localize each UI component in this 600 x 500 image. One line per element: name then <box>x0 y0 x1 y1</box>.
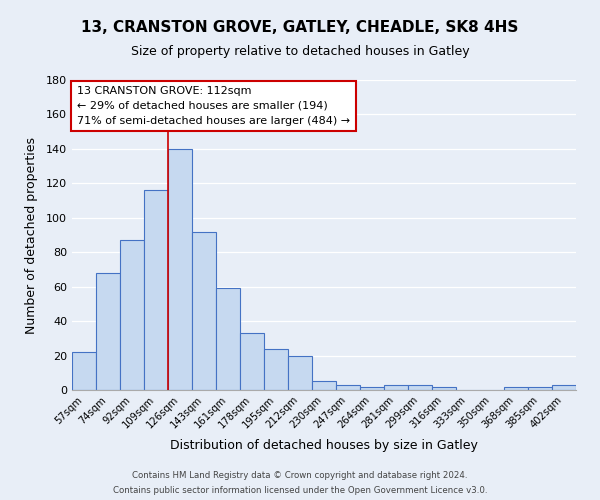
Bar <box>360 386 384 390</box>
Bar <box>216 288 240 390</box>
Bar <box>288 356 312 390</box>
Text: 13, CRANSTON GROVE, GATLEY, CHEADLE, SK8 4HS: 13, CRANSTON GROVE, GATLEY, CHEADLE, SK8… <box>82 20 518 35</box>
Bar <box>192 232 216 390</box>
Bar <box>384 385 408 390</box>
Bar <box>552 385 576 390</box>
Bar <box>312 382 336 390</box>
Bar <box>408 385 432 390</box>
Text: 13 CRANSTON GROVE: 112sqm
← 29% of detached houses are smaller (194)
71% of semi: 13 CRANSTON GROVE: 112sqm ← 29% of detac… <box>77 86 350 126</box>
Bar <box>528 386 552 390</box>
Bar <box>504 386 528 390</box>
Bar <box>432 386 456 390</box>
Y-axis label: Number of detached properties: Number of detached properties <box>25 136 38 334</box>
Text: Contains HM Land Registry data © Crown copyright and database right 2024.: Contains HM Land Registry data © Crown c… <box>132 471 468 480</box>
Bar <box>336 385 360 390</box>
X-axis label: Distribution of detached houses by size in Gatley: Distribution of detached houses by size … <box>170 439 478 452</box>
Text: Size of property relative to detached houses in Gatley: Size of property relative to detached ho… <box>131 45 469 58</box>
Bar <box>240 333 264 390</box>
Bar <box>120 240 144 390</box>
Bar <box>96 273 120 390</box>
Bar <box>72 352 96 390</box>
Bar <box>144 190 168 390</box>
Bar <box>264 348 288 390</box>
Bar <box>168 149 192 390</box>
Text: Contains public sector information licensed under the Open Government Licence v3: Contains public sector information licen… <box>113 486 487 495</box>
